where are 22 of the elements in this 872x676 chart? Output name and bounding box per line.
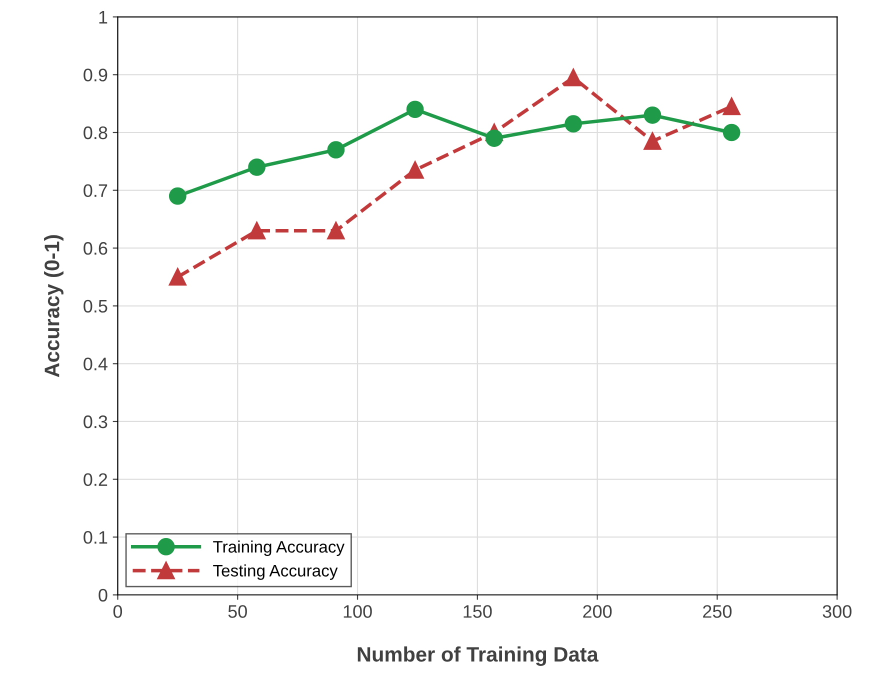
y-tick-label: 0.7: [84, 184, 108, 198]
y-tick-label: 0.6: [84, 242, 108, 255]
y-axis-title: Accuracy (0-1): [44, 235, 64, 378]
x-tick-label: 50: [228, 605, 247, 618]
x-tick-label: 250: [703, 605, 732, 618]
x-axis-title: Number of Training Data: [358, 646, 599, 666]
legend-label: Testing Accuracy: [213, 564, 338, 580]
y-tick-label: 0.1: [84, 531, 108, 544]
x-tick-label: 200: [583, 605, 612, 618]
y-tick-label: 0.8: [84, 126, 108, 140]
x-tick-label: 0: [113, 605, 122, 618]
y-tick-label: 0: [98, 588, 108, 602]
y-tick-label: 0.3: [84, 415, 108, 428]
y-tick-label: 0.9: [84, 68, 108, 82]
y-tick-label: 0.5: [84, 300, 108, 313]
y-tick-label: 0.4: [84, 358, 108, 370]
legend-label: Training Accuracy: [213, 540, 345, 556]
x-tick-label: 300: [822, 605, 852, 618]
y-tick-label: 0.2: [84, 473, 108, 486]
x-tick-label: 150: [464, 605, 492, 618]
x-tick-label: 100: [344, 605, 372, 618]
y-tick-label: 1: [99, 11, 108, 24]
